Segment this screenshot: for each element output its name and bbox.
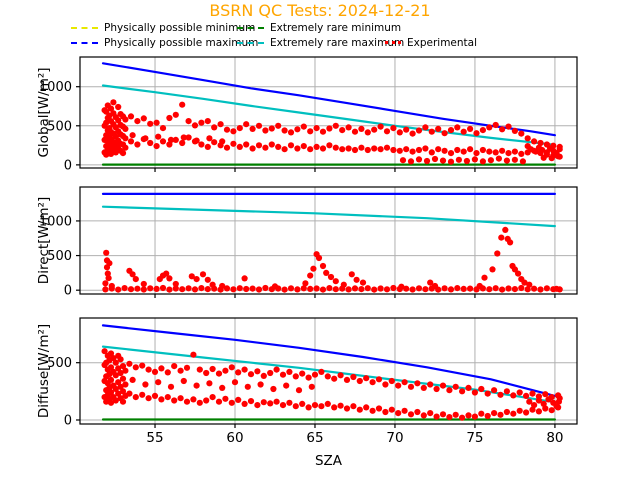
xtick-label: 80 xyxy=(546,430,563,446)
global-ytick-label: 1000 xyxy=(39,80,72,95)
global-axes-frame xyxy=(79,56,578,169)
legend-entry-extremely-rare-minimum: Extremely rare minimum xyxy=(237,21,401,35)
global-line-physically-possible-maximum xyxy=(101,62,557,137)
legend-label: Extremely rare minimum xyxy=(270,22,402,34)
xtick-label: 60 xyxy=(226,430,243,446)
legend-label: Physically possible maximum xyxy=(104,36,259,49)
direct-axes-frame xyxy=(79,186,578,295)
legend-entry-physically-possible-minimum: Physically possible minimum xyxy=(71,21,255,35)
global-ytick-label: 500 xyxy=(47,119,72,134)
global-x-axis xyxy=(154,168,556,172)
diffuse-y-axis: 0 500 xyxy=(47,356,80,428)
direct-x-axis xyxy=(154,294,556,298)
global-ylabel: Global[W/m²] xyxy=(36,67,52,157)
xtick-label: 75 xyxy=(466,430,483,446)
chart-title: BSRN QC Tests: 2024-12-21 xyxy=(209,1,431,20)
legend-entry-physically-possible-maximum: Physically possible maximum xyxy=(71,36,258,50)
global-experimental-points xyxy=(101,99,563,165)
global-line-extremely-rare-maximum xyxy=(101,84,557,146)
xtick-label: 55 xyxy=(146,430,163,446)
direct-ytick-label: 1000 xyxy=(39,214,72,229)
diffuse-x-axis: 55 60 65 70 75 80 xyxy=(146,424,564,446)
direct-ytick-label: 500 xyxy=(47,249,72,264)
extremely-rare-maximum-line-swatch xyxy=(237,41,264,44)
experimental-line-swatch xyxy=(385,41,401,44)
diffuse-ytick-label: 500 xyxy=(47,356,72,371)
legend-label: Physically possible minimum xyxy=(104,22,256,34)
xtick-label: 65 xyxy=(306,430,323,446)
direct-ylabel: Direct[W/m²] xyxy=(36,197,52,284)
diffuse-ytick-label: 0 xyxy=(64,413,72,428)
direct-y-axis: 0 500 1000 xyxy=(39,214,80,299)
global-y-axis: 0 500 1000 xyxy=(39,80,80,173)
legend-entry-experimental: Experimental xyxy=(385,36,477,50)
physically-possible-minimum-line-swatch xyxy=(71,27,98,29)
direct-experimental-points xyxy=(102,226,563,293)
legend-label: Extremely rare maximum xyxy=(270,36,405,49)
legend-entry-extremely-rare-maximum: Extremely rare maximum xyxy=(237,36,404,50)
diffuse-line-physically-possible-maximum xyxy=(101,324,557,397)
extremely-rare-minimum-line-swatch xyxy=(237,27,264,29)
physically-possible-maximum-line-swatch xyxy=(71,41,98,44)
diffuse-ylabel: Diffuse[W/m²] xyxy=(36,324,52,418)
xaxis-title: SZA xyxy=(315,453,343,469)
diffuse-axes-frame xyxy=(79,317,578,425)
xtick-label: 70 xyxy=(386,430,403,446)
legend-label: Experimental xyxy=(407,36,478,49)
global-ytick-label: 0 xyxy=(64,158,72,173)
direct-line-extremely-rare-maximum xyxy=(101,205,557,228)
direct-ytick-label: 0 xyxy=(64,284,72,299)
diffuse-subplot: 0 500 55 60 65 70 75 80 Diffuse[W/m²] xyxy=(36,317,578,446)
diffuse-experimental-points xyxy=(101,348,563,421)
